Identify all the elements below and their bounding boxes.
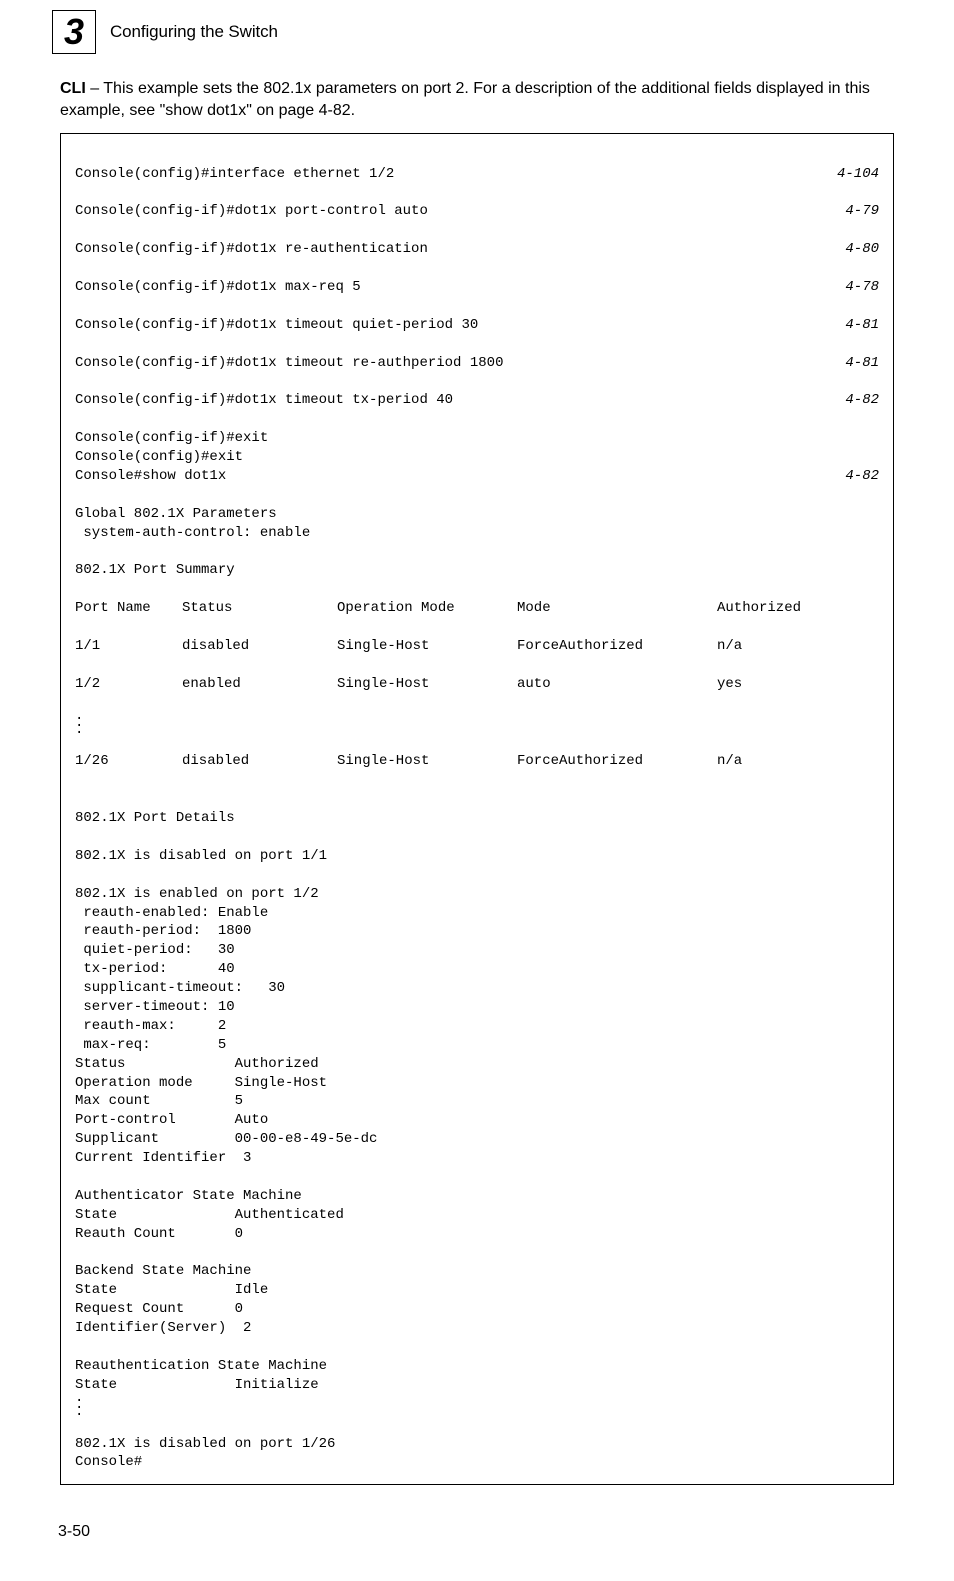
page-ref: 4-81 xyxy=(845,354,879,373)
ellipsis-icon: . . . xyxy=(75,1395,879,1416)
cli-line: system-auth-control: enable xyxy=(75,525,310,541)
cell: yes xyxy=(717,675,879,694)
port-summary-row: 1/1disabledSingle-HostForceAuthorizedn/a xyxy=(75,637,879,656)
page-ref: 4-104 xyxy=(837,165,879,184)
cell: 1/2 xyxy=(75,675,182,694)
cli-line: 802.1X is enabled on port 1/2 xyxy=(75,886,319,902)
cli-line: reauth-max: 2 xyxy=(75,1018,226,1034)
cli-line: tx-period: 40 xyxy=(75,961,235,977)
cli-line: Port-control Auto xyxy=(75,1112,268,1128)
intro-paragraph: CLI – This example sets the 802.1x param… xyxy=(60,78,894,123)
cli-line: quiet-period: 30 xyxy=(75,942,235,958)
cell: Single-Host xyxy=(337,637,517,656)
page-ref: 4-78 xyxy=(845,278,879,297)
cell: ForceAuthorized xyxy=(517,752,717,771)
cli-label: CLI xyxy=(60,80,86,97)
cli-line: 802.1X is disabled on port 1/1 xyxy=(75,848,327,864)
cli-line: Console(config-if)#dot1x timeout quiet-p… xyxy=(75,316,478,335)
port-summary-header: Port NameStatusOperation ModeModeAuthori… xyxy=(75,599,879,618)
cell: disabled xyxy=(182,637,337,656)
port-summary-row: 1/26disabledSingle-HostForceAuthorizedn/… xyxy=(75,752,879,771)
cli-line: Reauth Count 0 xyxy=(75,1226,243,1242)
page-body: CLI – This example sets the 802.1x param… xyxy=(0,78,954,1581)
chapter-number-badge: 3 xyxy=(52,10,96,54)
cli-line: Backend State Machine xyxy=(75,1263,251,1279)
cli-line: State Idle xyxy=(75,1282,268,1298)
cli-line: reauth-enabled: Enable xyxy=(75,905,268,921)
cli-line: Request Count 0 xyxy=(75,1301,243,1317)
col-header: Operation Mode xyxy=(337,599,517,618)
cli-line: 802.1X Port Details xyxy=(75,810,235,826)
cli-output-block: Console(config)#interface ethernet 1/2 4-… xyxy=(60,133,894,1486)
page-ref: 4-79 xyxy=(845,202,879,221)
cli-line: max-req: 5 xyxy=(75,1037,226,1053)
cli-line: Status Authorized xyxy=(75,1056,319,1072)
cli-line: reauth-period: 1800 xyxy=(75,923,251,939)
intro-text-content: – This example sets the 802.1x parameter… xyxy=(60,80,870,119)
cell: Single-Host xyxy=(337,675,517,694)
page-header: 3 Configuring the Switch xyxy=(0,0,954,78)
cell: auto xyxy=(517,675,717,694)
cli-line: Console# xyxy=(75,1454,142,1470)
cli-line: State Authenticated xyxy=(75,1207,344,1223)
cli-line: Console(config-if)#dot1x timeout re-auth… xyxy=(75,354,503,373)
chapter-title: Configuring the Switch xyxy=(110,22,278,42)
cell: disabled xyxy=(182,752,337,771)
cli-line: State Initialize xyxy=(75,1377,319,1393)
port-summary-row: 1/2enabledSingle-Hostautoyes xyxy=(75,675,879,694)
cli-line: Identifier(Server) 2 xyxy=(75,1320,251,1336)
cli-line: Reauthentication State Machine xyxy=(75,1358,327,1374)
cli-line: Console#show dot1x xyxy=(75,467,226,486)
page-ref: 4-82 xyxy=(845,391,879,410)
col-header: Port Name xyxy=(75,599,182,618)
cli-line: supplicant-timeout: 30 xyxy=(75,980,285,996)
cli-line: Max count 5 xyxy=(75,1093,243,1109)
col-header: Mode xyxy=(517,599,717,618)
page-ref: 4-82 xyxy=(845,467,879,486)
cli-line: Authenticator State Machine xyxy=(75,1188,302,1204)
cli-line: 802.1X Port Summary xyxy=(75,562,235,578)
cli-line: Console(config)#exit xyxy=(75,449,243,465)
cell: Single-Host xyxy=(337,752,517,771)
cli-line: Console(config-if)#dot1x re-authenticati… xyxy=(75,240,428,259)
cli-line: Supplicant 00-00-e8-49-5e-dc xyxy=(75,1131,377,1147)
cell: enabled xyxy=(182,675,337,694)
cell: 1/26 xyxy=(75,752,182,771)
cli-line: Current Identifier 3 xyxy=(75,1150,251,1166)
cli-line: Global 802.1X Parameters xyxy=(75,506,277,522)
ellipsis-icon: . . . xyxy=(75,713,879,734)
cli-line: Operation mode Single-Host xyxy=(75,1075,327,1091)
page-ref: 4-81 xyxy=(845,316,879,335)
cell: n/a xyxy=(717,637,879,656)
cell: n/a xyxy=(717,752,879,771)
cli-line: 802.1X is disabled on port 1/26 xyxy=(75,1436,335,1452)
cli-line: Console(config-if)#dot1x port-control au… xyxy=(75,202,428,221)
cli-line: Console(config-if)#dot1x max-req 5 xyxy=(75,278,361,297)
cell: 1/1 xyxy=(75,637,182,656)
page-number: 3-50 xyxy=(58,1523,894,1541)
col-header: Status xyxy=(182,599,337,618)
col-header: Authorized xyxy=(717,599,879,618)
cli-line: Console(config-if)#dot1x timeout tx-peri… xyxy=(75,391,453,410)
page-ref: 4-80 xyxy=(845,240,879,259)
cli-line: server-timeout: 10 xyxy=(75,999,235,1015)
cli-line: Console(config-if)#exit xyxy=(75,430,268,446)
cell: ForceAuthorized xyxy=(517,637,717,656)
cli-line: Console(config)#interface ethernet 1/2 xyxy=(75,165,394,184)
